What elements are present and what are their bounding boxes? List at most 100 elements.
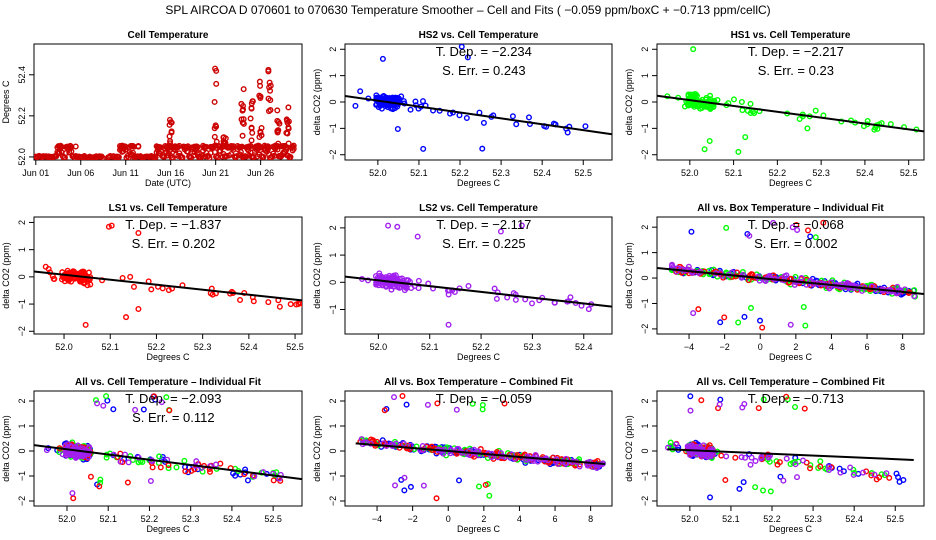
y-tick-label: −2 xyxy=(640,324,650,334)
data-point xyxy=(434,400,441,407)
y-tick-label: −1 xyxy=(328,123,338,133)
y-axis-label: delta CO2 (ppm) xyxy=(624,242,634,309)
y-tick-label: 52.2 xyxy=(17,107,27,125)
y-tick-label: 2 xyxy=(328,47,338,52)
data-point xyxy=(167,140,174,147)
x-tick-label: 52.2 xyxy=(763,514,781,524)
x-axis-label: Degrees C xyxy=(146,524,190,534)
data-point xyxy=(103,163,108,168)
data-point xyxy=(433,495,440,502)
data-point xyxy=(181,457,188,464)
data-point xyxy=(251,473,258,480)
x-tick-label: 0 xyxy=(446,514,451,524)
data-point xyxy=(222,140,229,147)
x-tick-label: 52.2 xyxy=(451,168,469,178)
data-point xyxy=(871,471,878,478)
data-point xyxy=(798,275,805,282)
plot-frame xyxy=(656,216,925,335)
data-point xyxy=(525,114,532,121)
y-tick-label: −1 xyxy=(328,304,338,314)
x-tick-label: 0 xyxy=(758,342,763,352)
x-tick-label: 6 xyxy=(553,514,558,524)
data-point xyxy=(182,468,189,475)
data-point xyxy=(212,122,219,129)
data-point xyxy=(127,273,134,280)
data-point xyxy=(82,321,89,328)
data-point xyxy=(399,393,406,400)
data-point xyxy=(911,287,918,294)
x-tick-label: 52.2 xyxy=(769,168,787,178)
data-point xyxy=(687,393,694,400)
data-point xyxy=(403,401,410,408)
data-point xyxy=(419,98,426,105)
data-point xyxy=(692,102,699,109)
data-point xyxy=(372,273,379,280)
data-point xyxy=(805,227,812,234)
data-point xyxy=(103,454,110,461)
x-tick-label: 52.4 xyxy=(575,342,593,352)
data-point xyxy=(135,229,142,236)
data-point xyxy=(783,455,790,462)
data-point xyxy=(87,473,94,480)
data-point xyxy=(123,314,130,321)
data-point xyxy=(43,447,50,454)
data-point xyxy=(285,104,292,111)
data-point xyxy=(512,296,519,303)
data-point xyxy=(275,140,282,147)
data-point xyxy=(293,301,300,308)
data-point xyxy=(748,454,755,461)
data-point xyxy=(401,487,408,494)
data-point xyxy=(65,277,72,284)
x-tick-label: 52.4 xyxy=(240,342,258,352)
data-point xyxy=(690,310,697,317)
y-tick-label: 2 xyxy=(640,398,650,403)
data-point xyxy=(159,285,166,292)
y-tick-label: −2 xyxy=(640,496,650,506)
data-point xyxy=(247,115,254,122)
y-axis-label: delta CO2 (ppm) xyxy=(312,69,322,136)
y-tick-label: 2 xyxy=(17,220,27,225)
plot-area xyxy=(34,393,302,502)
data-point xyxy=(392,105,399,112)
x-tick-label: 52.3 xyxy=(492,168,510,178)
data-point xyxy=(770,219,777,226)
x-axis-label: Date (UTC) xyxy=(145,178,191,188)
data-point xyxy=(232,472,239,479)
x-tick-label: 52.3 xyxy=(182,514,200,524)
data-point xyxy=(746,232,753,239)
data-point xyxy=(75,452,82,459)
data-point xyxy=(267,97,274,104)
y-tick-label: 1 xyxy=(640,250,650,255)
data-point xyxy=(265,299,272,306)
data-point xyxy=(220,134,227,141)
x-tick-label: 2 xyxy=(793,342,798,352)
x-tick-label: 52.5 xyxy=(286,342,304,352)
data-point xyxy=(742,454,749,461)
data-point xyxy=(863,468,870,475)
data-point xyxy=(103,393,110,400)
x-axis-label: Degrees C xyxy=(769,178,813,188)
data-point xyxy=(385,222,392,229)
fit-line xyxy=(34,444,302,481)
plot-area xyxy=(657,219,924,331)
plot-frame xyxy=(344,216,613,335)
data-point xyxy=(757,317,764,324)
data-point xyxy=(119,275,126,282)
data-point xyxy=(800,457,807,464)
data-point xyxy=(274,107,281,114)
x-tick-label: 52.5 xyxy=(574,168,592,178)
data-point xyxy=(689,92,696,99)
y-tick-label: 1 xyxy=(640,423,650,428)
data-point xyxy=(801,405,808,412)
x-tick-label: Jun 21 xyxy=(202,168,229,178)
data-point xyxy=(794,474,801,481)
data-point xyxy=(900,477,907,484)
y-tick-label: 2 xyxy=(17,398,27,403)
data-point xyxy=(501,400,508,407)
x-tick-label: 52.5 xyxy=(886,514,904,524)
data-point xyxy=(721,314,728,321)
data-point xyxy=(707,494,714,501)
data-point xyxy=(211,133,218,140)
data-point xyxy=(283,116,290,123)
y-tick-label: 0 xyxy=(328,448,338,453)
